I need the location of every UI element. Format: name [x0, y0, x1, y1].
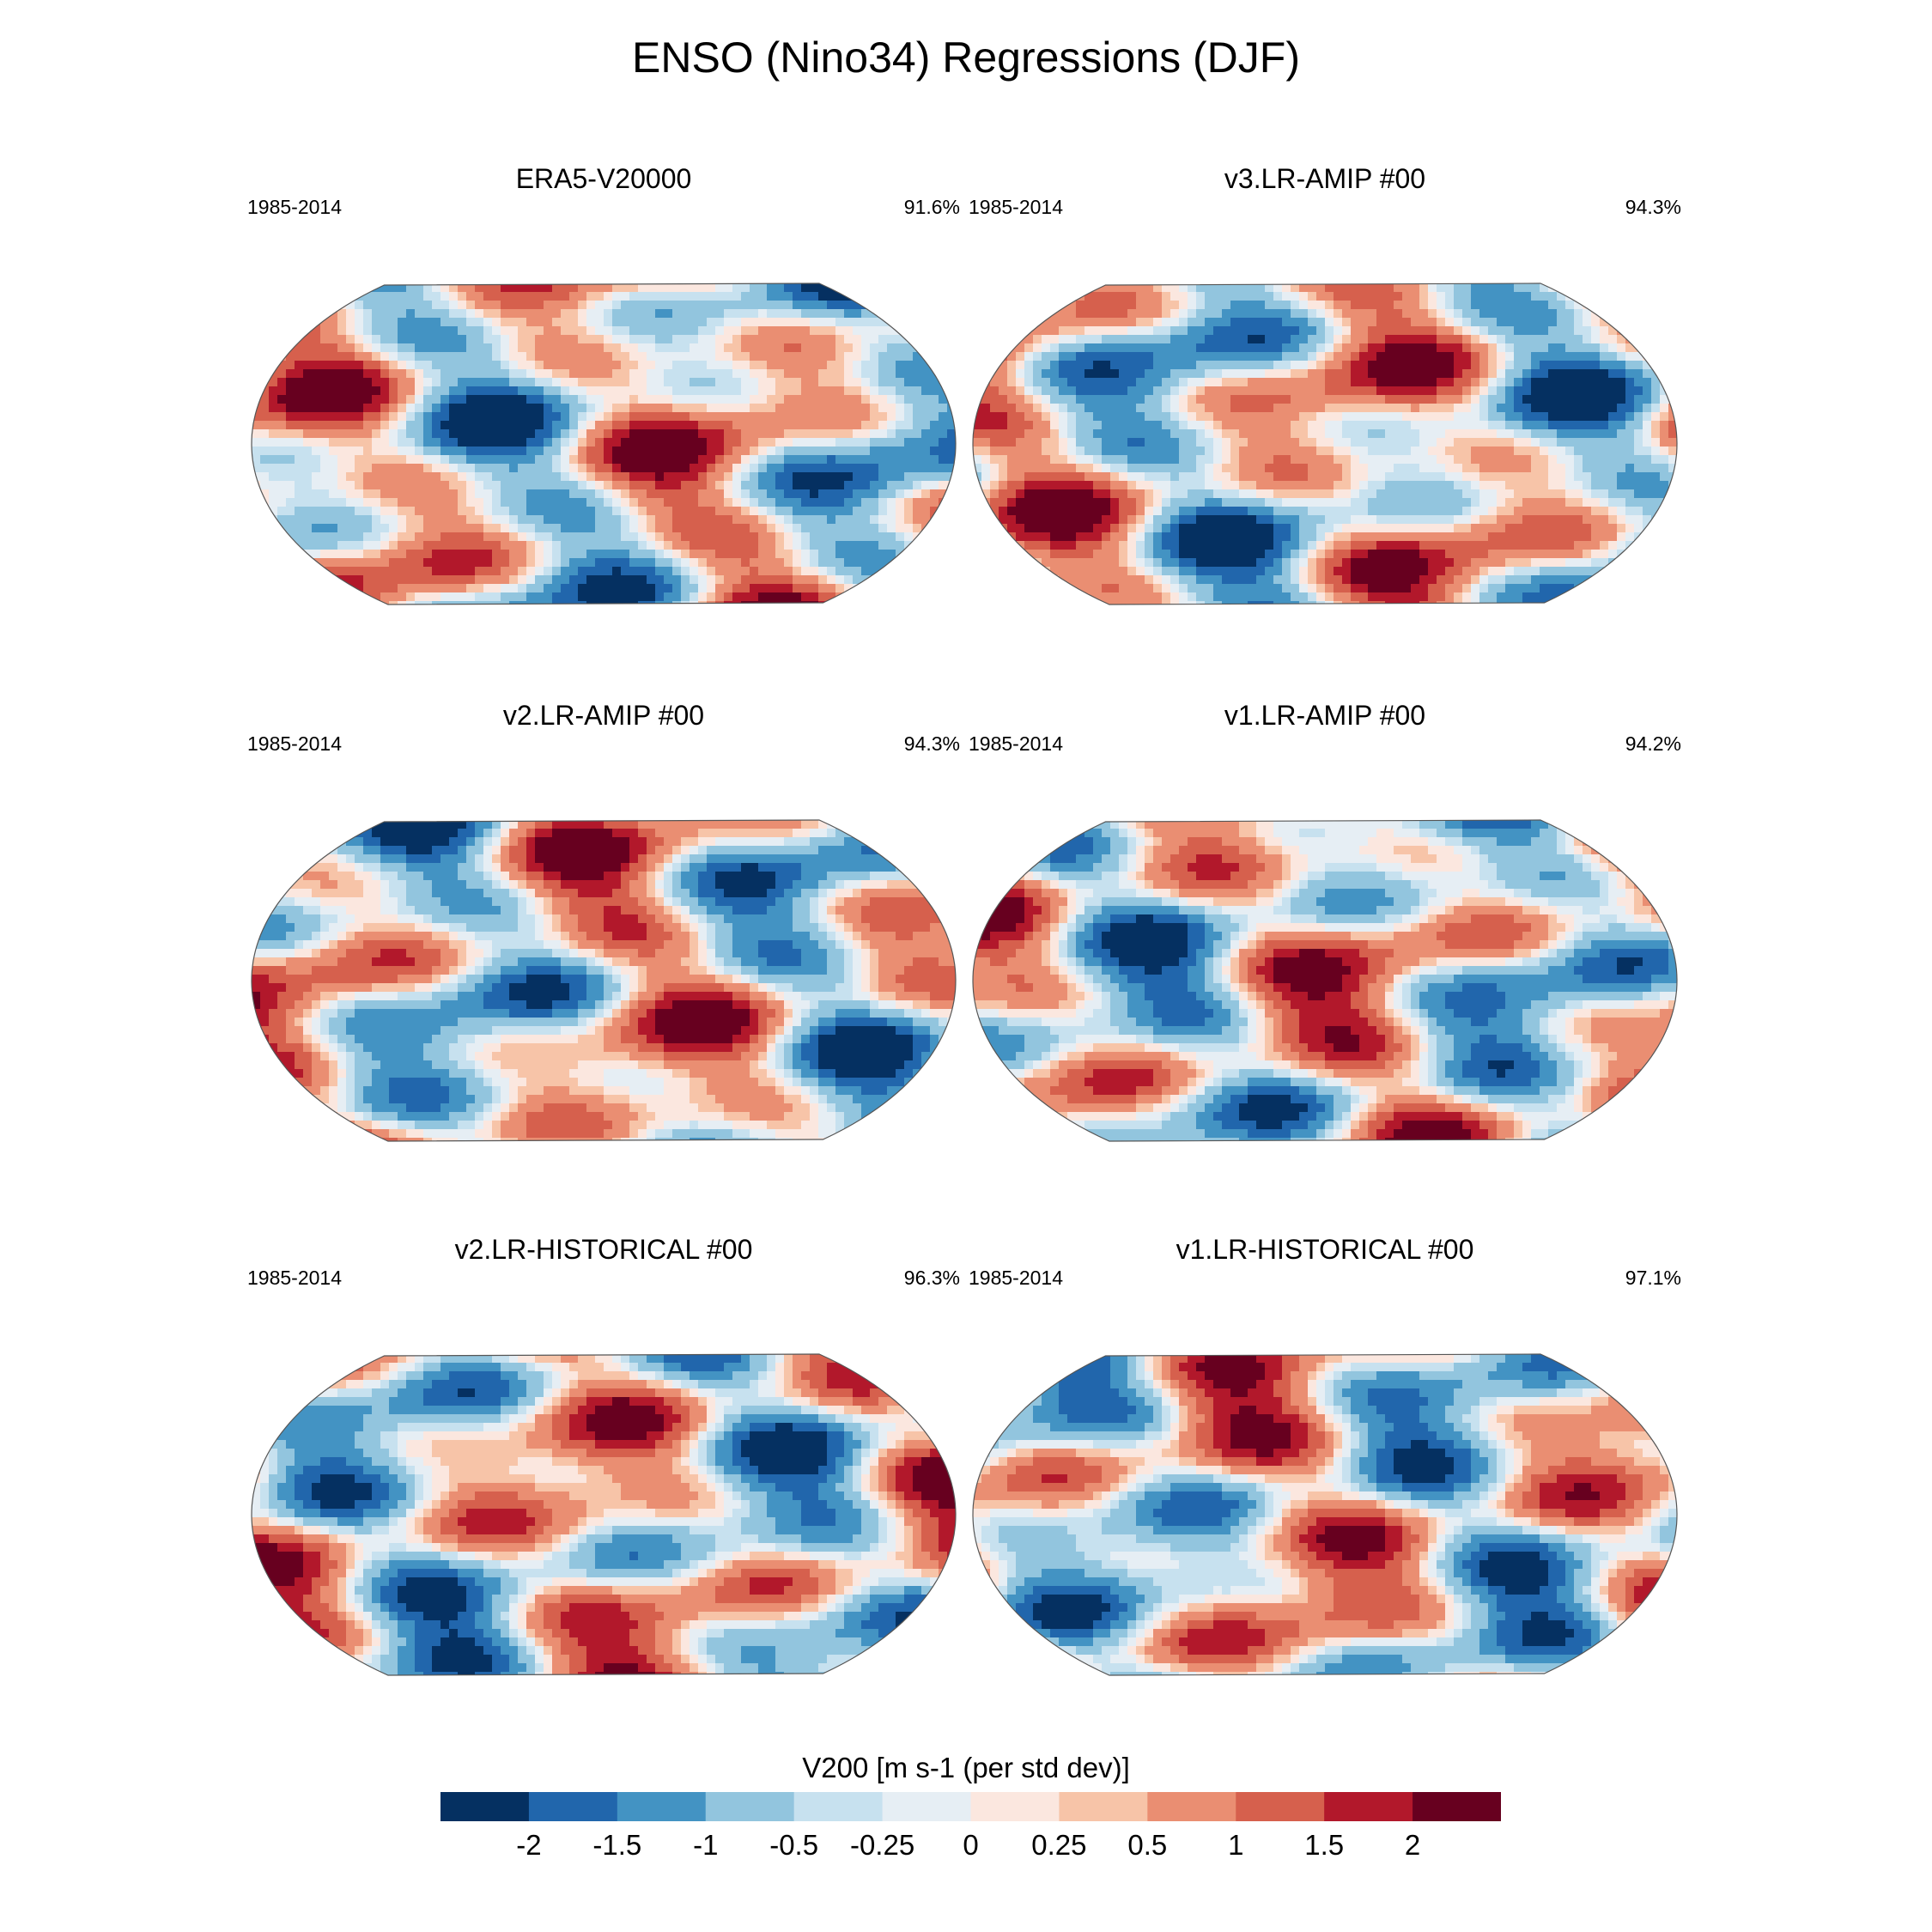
colorbar-label: V200 [m s-1 (per std dev)] — [802, 1752, 1130, 1783]
map-field — [251, 819, 957, 1142]
colorbar-tick-label: 0.5 — [1127, 1829, 1168, 1861]
colorbar-tick-label: 1 — [1228, 1829, 1244, 1861]
map-border — [251, 1353, 957, 1676]
map-field — [251, 1353, 957, 1676]
map-border — [251, 283, 957, 605]
map-panel: v2.LR-AMIP #00 1985-2014 94.3% — [247, 700, 960, 1163]
colorbar-tick-label: 0 — [963, 1829, 979, 1861]
colorbar-swatch — [882, 1792, 971, 1821]
map-border — [972, 283, 1678, 605]
colorbar-tick-label: -1.5 — [592, 1829, 642, 1861]
map-panel: v3.LR-AMIP #00 1985-2014 94.3% — [969, 163, 1681, 627]
colorbar-tick-label: -2 — [516, 1829, 542, 1861]
panel-pattern-correlation: 97.1% — [1625, 1267, 1681, 1289]
panel-pattern-correlation: 94.3% — [903, 732, 960, 755]
colorbar-swatch — [705, 1792, 795, 1821]
colorbar-swatch — [793, 1792, 884, 1821]
colorbar-tick-label: -0.25 — [849, 1829, 915, 1861]
panel-title: ERA5-V20000 — [515, 163, 692, 194]
colorbar-swatch — [1059, 1792, 1148, 1821]
panel-pattern-correlation: 94.3% — [1625, 196, 1681, 218]
map-panel: v1.LR-AMIP #00 1985-2014 94.2% — [969, 700, 1681, 1163]
colorbar-tick-label: -0.5 — [769, 1829, 819, 1861]
panel-title: v2.LR-HISTORICAL #00 — [454, 1234, 753, 1265]
panel-pattern-correlation: 91.6% — [903, 196, 960, 218]
map-panel: v2.LR-HISTORICAL #00 1985-2014 96.3% — [247, 1234, 960, 1698]
panel-period: 1985-2014 — [969, 732, 1063, 755]
map-field — [972, 1353, 1678, 1676]
colorbar-tick-label: 2 — [1404, 1829, 1421, 1861]
colorbar-swatch — [617, 1792, 707, 1821]
panel-period: 1985-2014 — [247, 1267, 342, 1289]
colorbar-swatch — [970, 1792, 1060, 1821]
colorbar-tick-label: 1.5 — [1304, 1829, 1345, 1861]
colorbar-tick-label: -1 — [693, 1829, 719, 1861]
colorbar-swatch — [1413, 1792, 1501, 1821]
figure-title: ENSO (Nino34) Regressions (DJF) — [632, 33, 1300, 82]
panel-pattern-correlation: 94.2% — [1625, 732, 1681, 755]
colorbar — [440, 1792, 1501, 1821]
panel-title: v2.LR-AMIP #00 — [502, 700, 705, 731]
colorbar-swatch — [528, 1792, 618, 1821]
map-border — [251, 819, 957, 1142]
colorbar-ticks: -2 -1.5 -1 -0.5 -0.25 0 0.25 0.5 1 1.5 2 — [440, 1829, 1501, 1868]
colorbar-swatch — [1324, 1792, 1413, 1821]
map-field — [251, 283, 957, 605]
map-border — [972, 819, 1678, 1142]
colorbar-swatch — [1147, 1792, 1236, 1821]
panel-title: v1.LR-HISTORICAL #00 — [1176, 1234, 1474, 1265]
map-field — [972, 819, 1678, 1142]
map-panel: v1.LR-HISTORICAL #00 1985-2014 97.1% — [969, 1234, 1681, 1698]
panel-period: 1985-2014 — [969, 1267, 1063, 1289]
map-panel: ERA5-V20000 1985-2014 91.6% — [247, 163, 960, 627]
panel-period: 1985-2014 — [247, 196, 342, 218]
panel-title: v1.LR-AMIP #00 — [1224, 700, 1426, 731]
panel-pattern-correlation: 96.3% — [903, 1267, 960, 1289]
colorbar-swatch — [1236, 1792, 1325, 1821]
panel-period: 1985-2014 — [247, 732, 342, 755]
colorbar-tick-label: 0.25 — [1031, 1829, 1087, 1861]
colorbar-swatch — [440, 1792, 530, 1821]
panel-period: 1985-2014 — [969, 196, 1063, 218]
map-border — [972, 1353, 1678, 1676]
map-field — [972, 283, 1678, 605]
panel-title: v3.LR-AMIP #00 — [1224, 163, 1426, 194]
